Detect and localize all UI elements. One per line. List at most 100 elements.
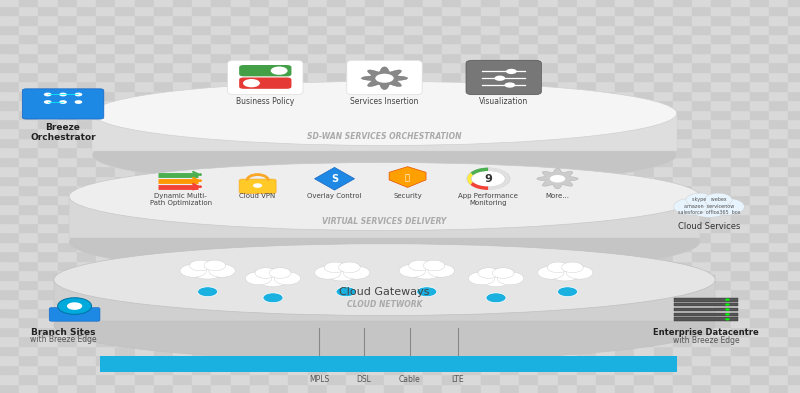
Bar	[134, 327, 154, 336]
Bar	[577, 195, 596, 204]
Bar	[134, 308, 154, 318]
Bar	[58, 213, 77, 223]
Bar	[538, 270, 558, 280]
Bar	[192, 374, 211, 384]
Bar	[288, 299, 307, 308]
Bar	[0, 251, 19, 261]
Bar	[250, 185, 269, 195]
Bar	[58, 72, 77, 81]
Bar	[788, 25, 800, 34]
Bar	[385, 0, 404, 6]
Bar	[19, 336, 38, 346]
Bar	[0, 6, 19, 15]
Bar	[577, 166, 596, 176]
Bar	[38, 119, 58, 129]
Bar	[634, 81, 654, 91]
Bar	[519, 327, 538, 336]
Bar	[154, 204, 173, 213]
Bar	[346, 185, 366, 195]
Bar	[519, 62, 538, 72]
Bar	[346, 270, 366, 280]
Bar	[134, 110, 154, 119]
Bar	[558, 62, 577, 72]
Bar	[0, 157, 19, 166]
Bar	[346, 204, 366, 213]
Bar	[558, 327, 577, 336]
Bar	[442, 6, 462, 15]
Bar	[634, 195, 654, 204]
Bar	[327, 44, 346, 53]
Bar	[96, 72, 115, 81]
Bar	[77, 53, 96, 62]
Bar	[481, 346, 500, 355]
Bar	[77, 195, 96, 204]
Bar	[134, 15, 154, 25]
Bar	[634, 355, 654, 365]
Bar	[500, 308, 519, 318]
Bar	[769, 15, 788, 25]
Bar	[250, 157, 269, 166]
Bar	[538, 185, 558, 195]
Bar	[385, 81, 404, 91]
Bar	[96, 270, 115, 280]
Bar	[134, 176, 154, 185]
Bar	[211, 6, 230, 15]
Bar	[519, 15, 538, 25]
Bar	[96, 299, 115, 308]
Bar	[385, 336, 404, 346]
Bar	[596, 25, 615, 34]
Bar	[307, 100, 327, 110]
Bar	[134, 166, 154, 176]
Text: Cable: Cable	[399, 375, 421, 384]
Bar	[730, 336, 750, 346]
Bar	[366, 138, 385, 147]
Bar	[77, 365, 96, 374]
Bar	[250, 166, 269, 176]
Bar	[596, 336, 615, 346]
Bar	[462, 242, 481, 251]
Bar	[385, 384, 404, 393]
Bar	[558, 336, 577, 346]
Bar	[96, 327, 115, 336]
Bar	[346, 176, 366, 185]
Bar	[327, 289, 346, 299]
Bar	[519, 185, 538, 195]
Bar	[288, 15, 307, 25]
Bar	[423, 318, 442, 327]
Bar	[615, 119, 634, 129]
Bar	[558, 157, 577, 166]
Bar	[596, 346, 615, 355]
Bar	[577, 280, 596, 289]
Text: skype   webex: skype webex	[692, 197, 726, 202]
Text: amazon  servicenow: amazon servicenow	[684, 204, 734, 209]
Bar	[366, 204, 385, 213]
Bar	[211, 91, 230, 100]
Bar	[38, 34, 58, 44]
Bar	[250, 327, 269, 336]
Bar	[38, 15, 58, 25]
Bar	[673, 346, 692, 355]
Bar	[250, 119, 269, 129]
Circle shape	[493, 268, 514, 278]
Bar	[19, 384, 38, 393]
Bar	[385, 53, 404, 62]
Bar	[577, 6, 596, 15]
Bar	[58, 280, 77, 289]
Circle shape	[478, 269, 514, 286]
Bar	[154, 6, 173, 15]
Bar	[577, 251, 596, 261]
Bar	[77, 15, 96, 25]
Bar	[115, 91, 134, 100]
Bar	[0, 280, 19, 289]
Bar	[327, 242, 346, 251]
Bar	[154, 346, 173, 355]
Bar	[596, 232, 615, 242]
Bar	[558, 308, 577, 318]
Bar	[673, 280, 692, 289]
Bar	[288, 261, 307, 270]
FancyBboxPatch shape	[674, 308, 738, 311]
Bar	[519, 110, 538, 119]
Bar	[788, 346, 800, 355]
Bar	[788, 384, 800, 393]
Bar	[519, 213, 538, 223]
